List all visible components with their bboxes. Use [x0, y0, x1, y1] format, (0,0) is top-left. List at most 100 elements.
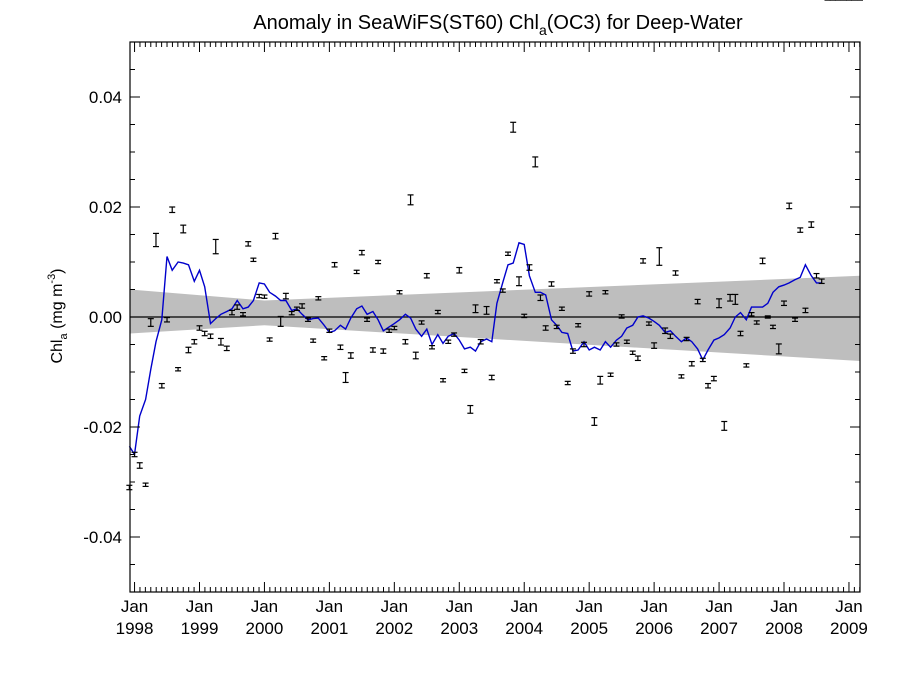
x-tick-year: 2007 — [700, 619, 738, 638]
anomaly-point — [651, 342, 658, 349]
anomaly-point — [591, 417, 598, 426]
anomaly-point — [797, 227, 804, 233]
monthly-anomaly-points — [126, 0, 863, 491]
anomaly-point — [396, 290, 403, 295]
anomaly-point — [553, 324, 560, 330]
x-axis-ticks: Jan 1998 Jan 1999 Jan 2000 Jan 2001 Jan 2002 Jan 20… — [116, 42, 868, 638]
x-tick-year: 2009 — [830, 619, 868, 638]
y-tick-label: -0.02 — [83, 418, 122, 437]
anomaly-point — [169, 206, 176, 214]
anomaly-point — [293, 306, 300, 311]
anomaly-point — [781, 300, 788, 307]
chart-title: Anomaly in SeaWiFS(ST60) Chla(OC3) for D… — [253, 12, 743, 38]
anomaly-point — [483, 305, 490, 315]
x-tick-month: Jan — [446, 597, 473, 616]
x-tick-month: Jan — [640, 597, 667, 616]
anomaly-point — [548, 281, 555, 287]
anomaly-point — [732, 293, 739, 305]
anomaly-point — [191, 338, 198, 345]
anomaly-point — [212, 238, 219, 255]
anomaly-point — [418, 320, 425, 325]
anomaly-point — [775, 343, 782, 355]
anomaly-point — [326, 328, 333, 333]
anomaly-point — [434, 309, 441, 315]
x-tick-year: 2002 — [375, 619, 413, 638]
anomaly-point — [126, 484, 133, 491]
anomaly-point — [499, 288, 506, 293]
anomaly-point — [808, 221, 815, 228]
x-tick-month: Jan — [316, 597, 343, 616]
anomaly-point — [217, 337, 224, 346]
anomaly-point — [662, 327, 669, 335]
anomaly-point — [375, 259, 382, 265]
anomaly-point — [640, 258, 647, 264]
anomaly-point — [164, 316, 171, 323]
x-tick-month: Jan — [186, 597, 213, 616]
anomaly-point — [429, 345, 436, 350]
anomaly-point — [407, 194, 414, 206]
anomaly-point — [472, 304, 479, 314]
anomaly-point — [721, 420, 728, 431]
chart-title-suffix: (OC3) for Deep-Water — [547, 12, 743, 34]
y-axis-label-suffix: (mg m — [49, 284, 66, 334]
anomaly-point — [152, 232, 159, 248]
anomaly-point — [769, 324, 776, 330]
x-tick-month: Jan — [121, 597, 148, 616]
anomaly-point — [223, 345, 230, 352]
anomaly-point — [678, 374, 685, 379]
anomaly-point — [743, 363, 750, 368]
anomaly-point — [386, 328, 393, 333]
anomaly-point — [456, 266, 463, 274]
chart-title-prefix: Anomaly in SeaWiFS(ST60) Chl — [253, 12, 539, 34]
anomaly-point — [580, 341, 587, 348]
anomaly-point — [451, 332, 458, 337]
anomaly-point — [380, 348, 387, 354]
chart-title-subscript: a — [539, 22, 547, 38]
x-tick-year: 2006 — [635, 619, 673, 638]
anomaly-point — [402, 338, 409, 345]
y-axis-ticks: 0.04 0.02 0.00 -0.02 -0.04 — [83, 41, 860, 593]
anomaly-point — [526, 264, 533, 271]
anomaly-point — [310, 338, 317, 343]
anomaly-point — [623, 339, 630, 344]
anomaly-point — [175, 367, 182, 372]
anomaly-point — [234, 304, 241, 310]
anomaly-point — [786, 202, 793, 210]
y-axis-label-superscript: -3 — [46, 274, 58, 284]
anomaly-point — [667, 333, 674, 340]
anomaly-point — [504, 251, 511, 256]
anomaly-point — [602, 290, 609, 295]
x-tick-year: 2003 — [440, 619, 478, 638]
anomaly-point — [369, 347, 376, 353]
anomaly-point — [558, 306, 565, 311]
anomaly-point — [683, 336, 690, 342]
anomaly-point — [185, 346, 192, 354]
anomaly-point — [516, 276, 523, 287]
anomaly-point — [266, 337, 273, 342]
x-tick-month: Jan — [575, 597, 602, 616]
anomaly-point — [207, 333, 214, 340]
anomaly-point — [493, 279, 500, 284]
anomaly-point — [315, 296, 322, 301]
anomaly-point — [597, 375, 604, 385]
anomaly-point — [347, 352, 354, 359]
anomaly-point — [391, 325, 398, 331]
running-mean-line — [128, 241, 822, 457]
anomaly-point — [304, 317, 311, 322]
x-tick-month: Jan — [770, 597, 797, 616]
y-tick-label: -0.04 — [83, 528, 122, 547]
anomaly-point — [532, 156, 539, 168]
anomaly-point — [288, 310, 295, 316]
anomaly-point — [488, 374, 495, 381]
y-axis-label-subscript: a — [58, 333, 70, 340]
anomaly-point — [353, 269, 360, 275]
x-tick-month: Jan — [835, 597, 862, 616]
running-mean-line-group — [128, 241, 822, 457]
anomaly-point — [618, 314, 625, 319]
anomaly-point — [342, 371, 349, 384]
anomaly-point — [764, 315, 771, 319]
anomaly-point — [461, 368, 468, 374]
x-tick-year: 1999 — [181, 619, 219, 638]
anomaly-point — [277, 315, 284, 327]
anomaly-point — [569, 348, 576, 354]
